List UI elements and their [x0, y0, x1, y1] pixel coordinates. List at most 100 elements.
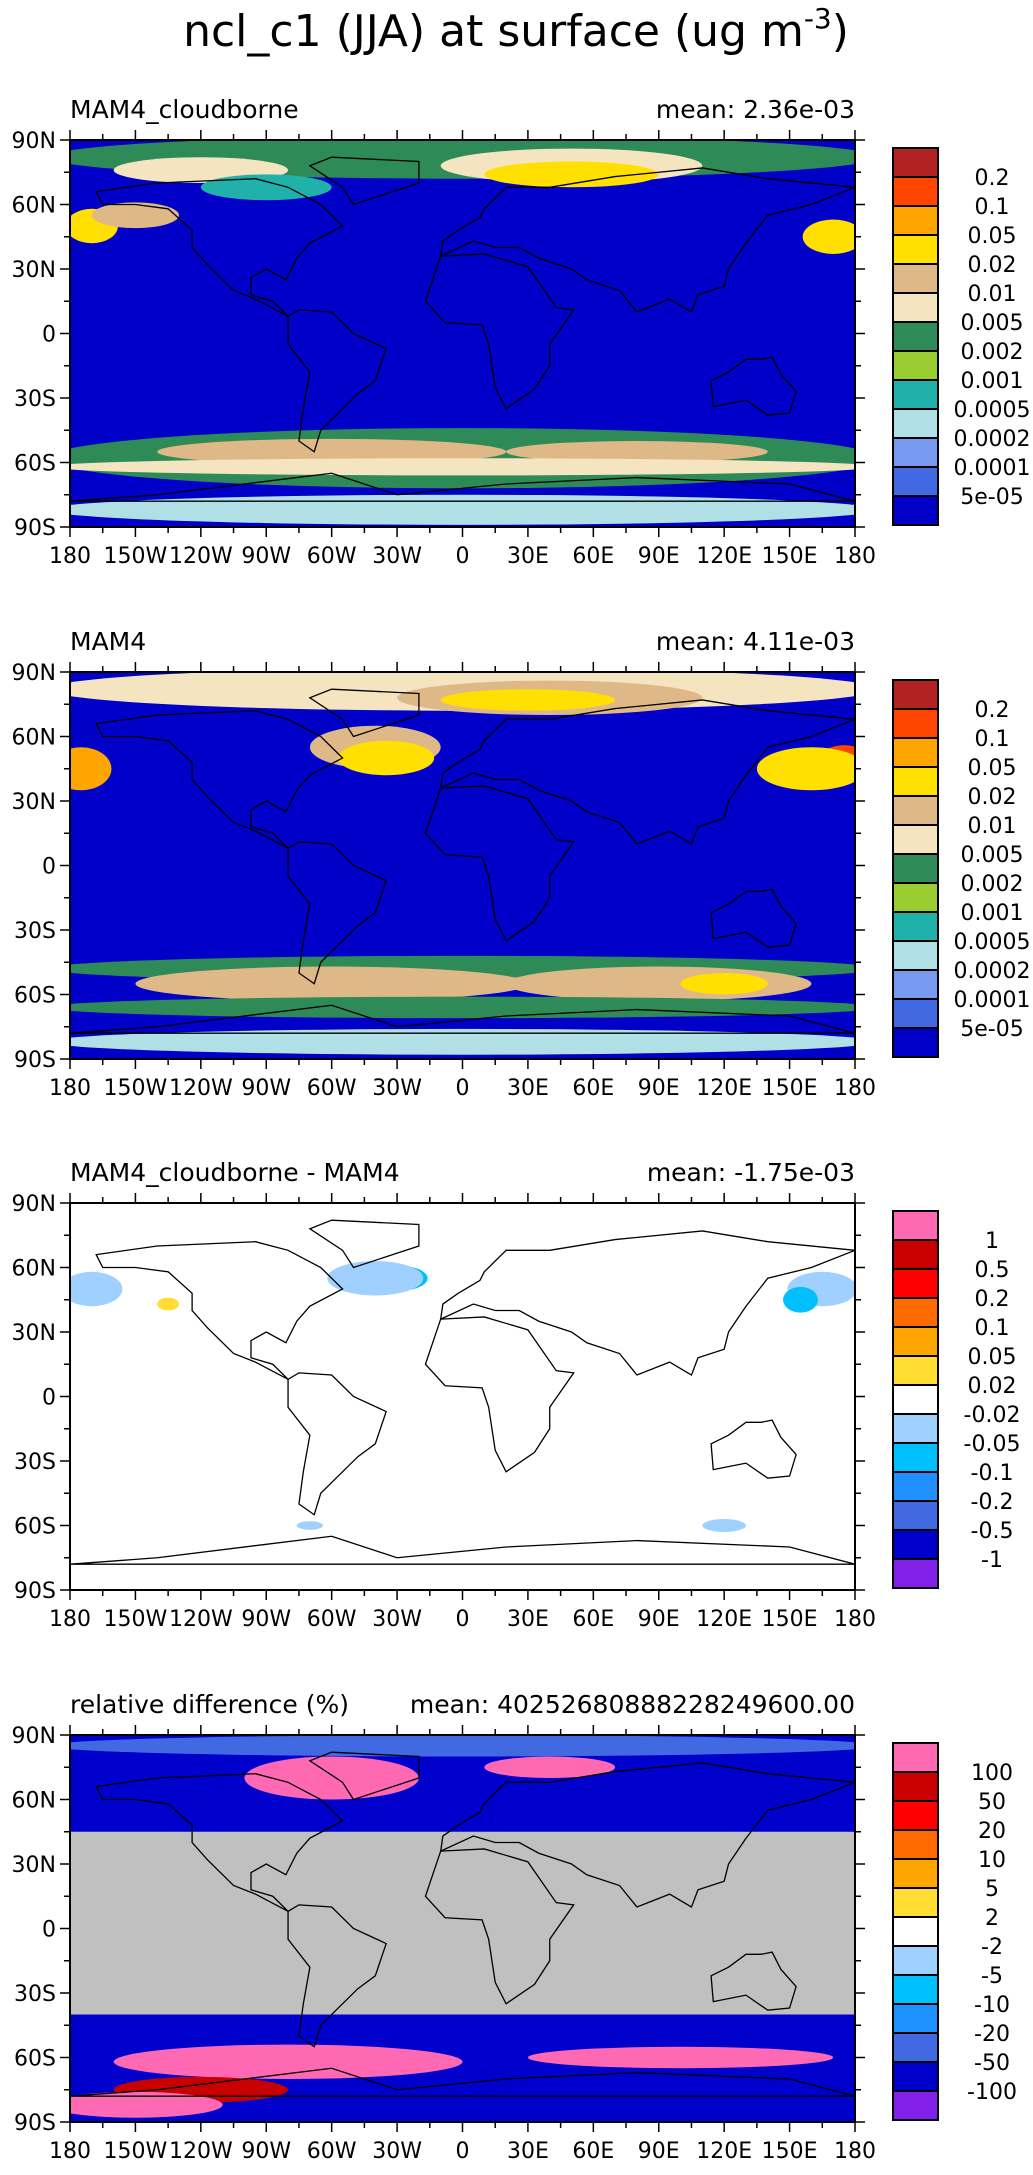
coastline — [70, 472, 855, 502]
contour-region — [440, 689, 616, 711]
panel-title: relative difference (%) — [70, 1690, 349, 1719]
lon-tick-label: 30W — [372, 544, 422, 569]
coastline — [424, 785, 575, 942]
colorbar-box — [892, 2090, 939, 2121]
coastline — [710, 1419, 797, 1479]
lon-tick-label: 150W — [104, 1076, 168, 1101]
colorbar-box — [892, 1887, 939, 1918]
colorbar-label: 0.01 — [968, 814, 1017, 839]
colorbar-label: 0.2 — [975, 166, 1010, 191]
contour-region — [244, 1756, 419, 1800]
coastline — [308, 688, 420, 738]
colorbar-label: 0.001 — [961, 901, 1024, 926]
lon-tick-label: 60E — [572, 2139, 614, 2164]
colorbar-label: -20 — [974, 2022, 1010, 2047]
colorbar-label: 0.0002 — [954, 427, 1031, 452]
colorbar-box — [892, 940, 939, 971]
lon-tick-label: 120W — [169, 1607, 233, 1632]
figure-title: ncl_c1 (JJA) at surface (ug m-3) — [183, 2, 849, 57]
lon-tick-label: 30W — [372, 2139, 422, 2164]
lat-tick-label: 90N — [12, 1724, 56, 1749]
panel-4: relative difference (%) mean: 40252680888… — [12, 1690, 1017, 2164]
lon-tick-label: 60W — [307, 544, 357, 569]
panel-mean-label: mean: 2.36e-03 — [656, 95, 855, 124]
lat-tick-label: 60S — [14, 984, 56, 1009]
colorbar-label: 0.005 — [961, 843, 1024, 868]
contour-region — [484, 1756, 616, 1778]
map-plot — [69, 671, 856, 1060]
colorbar-box — [892, 969, 939, 1000]
colorbar-box — [892, 379, 939, 410]
contour-field — [70, 140, 855, 527]
lon-tick-label: 150E — [762, 2139, 818, 2164]
colorbar-box — [892, 1355, 939, 1386]
lon-tick-label: 90W — [241, 544, 291, 569]
lat-tick-label: 30N — [12, 790, 56, 815]
colorbar-box — [892, 2061, 939, 2092]
colorbar-label: -1 — [981, 1548, 1003, 1573]
lon-tick-label: 60W — [307, 2139, 357, 2164]
contour-region — [527, 2046, 834, 2069]
colorbar-label: 0.05 — [968, 1345, 1017, 1370]
colorbar-box — [892, 321, 939, 352]
lat-tick-label: 60S — [14, 452, 56, 477]
colorbar-box — [892, 234, 939, 265]
lat-tick-label: 0 — [42, 1386, 56, 1411]
lon-tick-label: 90E — [638, 544, 680, 569]
colorbar-label: 5e-05 — [960, 1017, 1023, 1042]
lon-tick-label: 120W — [169, 544, 233, 569]
colorbar-box — [892, 1742, 939, 1773]
colorbar: 100 50 20 10 5 2 -2 -5 -10 -20 -50 -100 — [892, 1742, 1017, 2121]
colorbar-label: 0.0001 — [954, 988, 1031, 1013]
lon-tick-label: 150E — [762, 1607, 818, 1632]
colorbar-box — [892, 466, 939, 497]
coastline — [70, 1004, 855, 1034]
lat-tick-label: 60N — [12, 194, 56, 219]
panel-title: MAM4_cloudborne - MAM4 — [70, 1158, 400, 1187]
colorbar-label: 0.02 — [968, 1374, 1017, 1399]
colorbar-label: 0.5 — [975, 1258, 1010, 1283]
colorbar-label: 0.005 — [961, 311, 1024, 336]
coastline — [308, 156, 420, 206]
lon-tick-label: 180 — [49, 544, 91, 569]
colorbar-label: -10 — [974, 1993, 1010, 2018]
coastline — [439, 167, 855, 313]
colorbar-box — [892, 408, 939, 439]
colorbar-box — [892, 176, 939, 207]
colorbar-label: -5 — [981, 1964, 1003, 1989]
colorbar-box — [892, 1771, 939, 1802]
colorbar-box — [892, 824, 939, 855]
coastline — [710, 888, 797, 948]
colorbar-label: -2 — [981, 1935, 1003, 1960]
contour-region — [70, 2091, 223, 2118]
colorbar-box — [892, 1829, 939, 1860]
coastline — [287, 309, 387, 453]
panel-1: MAM4_cloudborne mean: 2.36e-03 90N 60N 30N 0 3… — [12, 95, 1031, 569]
lon-tick-label: 120E — [696, 1076, 752, 1101]
colorbar-label: -50 — [974, 2051, 1010, 2076]
panel-title: MAM4_cloudborne — [70, 95, 299, 124]
colorbar-box — [892, 1384, 939, 1415]
contour-field — [70, 672, 855, 1059]
contour-region — [157, 438, 507, 465]
lon-tick-label: 90E — [638, 1076, 680, 1101]
lat-tick-label: 30N — [12, 258, 56, 283]
lon-tick-label: 60E — [572, 1076, 614, 1101]
lon-tick-label: 180 — [834, 1607, 876, 1632]
lon-tick-label: 0 — [456, 1607, 470, 1632]
lon-tick-label: 180 — [49, 1076, 91, 1101]
colorbar-label: 0.2 — [975, 1287, 1010, 1312]
colorbar-box — [892, 795, 939, 826]
contour-field — [70, 1735, 855, 2122]
lat-tick-label: 60N — [12, 1789, 56, 1814]
lat-tick-label: 30S — [14, 1450, 56, 1475]
colorbar-label: -0.02 — [964, 1403, 1021, 1428]
lon-tick-label: 120E — [696, 2139, 752, 2164]
colorbar-label: 10 — [978, 1848, 1006, 1873]
colorbar-box — [892, 1858, 939, 1889]
lat-tick-label: 90S — [14, 1048, 56, 1073]
lon-tick-label: 150E — [762, 544, 818, 569]
missing-value-region — [70, 1831, 855, 2015]
coastline — [424, 1316, 575, 1473]
coastline — [710, 356, 797, 416]
